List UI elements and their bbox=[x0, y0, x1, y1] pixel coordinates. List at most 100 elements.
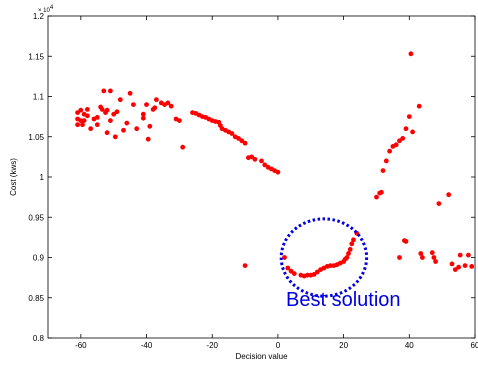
scatter-point bbox=[252, 156, 258, 162]
y-tick-label: 1 bbox=[40, 173, 45, 182]
scatter-point bbox=[165, 100, 171, 106]
scatter-point bbox=[180, 144, 186, 150]
scatter-point bbox=[259, 158, 264, 164]
scatter-point bbox=[416, 103, 422, 109]
scatter-point bbox=[469, 264, 475, 269]
scatter-point bbox=[81, 118, 87, 123]
scatter-point bbox=[431, 255, 437, 260]
scatter-point bbox=[114, 109, 120, 115]
scatter-point bbox=[80, 122, 85, 128]
scatter-point bbox=[466, 252, 471, 258]
scatter-point bbox=[380, 168, 386, 174]
scatter-point bbox=[262, 162, 268, 168]
x-tick-label: -20 bbox=[206, 341, 218, 350]
scatter-point bbox=[242, 263, 248, 268]
scatter-point bbox=[127, 90, 133, 96]
scatter-point bbox=[78, 118, 84, 123]
scatter-point bbox=[75, 122, 80, 128]
best-solution-label: Best solution bbox=[286, 289, 401, 311]
scatter-point bbox=[145, 136, 151, 142]
scatter-point bbox=[131, 102, 136, 107]
scatter-point bbox=[452, 267, 458, 272]
scatter-point bbox=[418, 251, 424, 256]
y-tick-label: 0.85 bbox=[28, 294, 44, 303]
y-tick-label: 0.9 bbox=[33, 254, 45, 263]
scatter-point bbox=[344, 255, 350, 260]
scatter-point bbox=[104, 130, 110, 136]
scatter-point bbox=[346, 251, 351, 256]
y-tick-label: 1.1 bbox=[33, 93, 45, 102]
scatter-point bbox=[314, 269, 320, 275]
y-tick-label: 0.95 bbox=[28, 213, 44, 222]
scatter-point bbox=[383, 158, 389, 164]
scatter-point bbox=[140, 115, 146, 121]
scatter-point bbox=[285, 265, 291, 271]
scatter-point bbox=[85, 113, 90, 119]
y-tick-label: 0.8 bbox=[33, 334, 45, 343]
scatter-point bbox=[351, 237, 356, 243]
scatter-point bbox=[177, 118, 182, 123]
scatter-point bbox=[433, 259, 438, 264]
scatter-point bbox=[436, 201, 442, 207]
scatter-point bbox=[134, 126, 140, 132]
tick-marks bbox=[48, 15, 476, 339]
scatter-point bbox=[410, 129, 415, 135]
scatter-point bbox=[154, 97, 159, 103]
y-tick-label: 1.05 bbox=[28, 133, 44, 142]
y-multiplier-label: × 104 bbox=[38, 5, 54, 14]
scatter-point bbox=[282, 255, 287, 260]
scatter-point bbox=[446, 192, 452, 198]
scatter-point bbox=[397, 255, 402, 260]
scatter-point bbox=[124, 120, 130, 126]
scatter-point bbox=[101, 88, 107, 94]
scatter-point bbox=[403, 126, 409, 132]
scatter-point bbox=[420, 255, 425, 260]
scatter-point bbox=[108, 88, 113, 94]
scatter-point bbox=[117, 97, 123, 103]
scatter-point bbox=[328, 263, 333, 268]
scatter-point bbox=[403, 239, 409, 244]
scatter-point bbox=[78, 107, 84, 113]
scatter-point bbox=[347, 247, 353, 252]
y-axis-label: Cost (kws) bbox=[9, 158, 18, 196]
scatter-point bbox=[152, 105, 158, 111]
scatter-point bbox=[108, 118, 113, 123]
x-tick-label: -40 bbox=[141, 341, 153, 350]
scatter-point bbox=[349, 241, 355, 247]
x-axis-label: Decision value bbox=[235, 352, 288, 361]
plot-area bbox=[47, 15, 476, 339]
scatter-points bbox=[75, 51, 475, 279]
x-tick-label: -60 bbox=[75, 341, 87, 350]
scatter-point bbox=[239, 138, 245, 144]
scatter-point bbox=[429, 250, 435, 256]
y-tick-label: 1.15 bbox=[28, 52, 44, 61]
scatter-point bbox=[400, 136, 406, 141]
scatter-point bbox=[147, 123, 153, 129]
x-tick-label: 40 bbox=[405, 341, 414, 350]
scatter-point bbox=[111, 111, 117, 117]
x-tick-labels: -60 -40 -20 0 20 40 60 bbox=[75, 341, 478, 350]
scatter-point bbox=[140, 111, 146, 117]
scatter-point bbox=[387, 148, 392, 154]
scatter-point bbox=[462, 263, 468, 268]
scatter-point bbox=[408, 51, 414, 57]
x-tick-label: 60 bbox=[471, 341, 478, 350]
x-tick-label: 20 bbox=[339, 341, 348, 350]
scatter-point bbox=[168, 103, 174, 109]
best-solution-ellipse bbox=[279, 217, 369, 298]
scatter-point bbox=[291, 271, 297, 276]
scatter-point bbox=[406, 114, 412, 119]
scatter-point bbox=[94, 122, 100, 128]
scatter-point bbox=[393, 142, 399, 148]
y-tick-labels: 0.8 0.85 0.9 0.95 1 1.05 1.1 1.15 1.2 bbox=[28, 12, 44, 343]
x-tick-label: 0 bbox=[276, 341, 281, 350]
scatter-point bbox=[456, 264, 461, 270]
scatter-point bbox=[121, 127, 126, 133]
scatter-point bbox=[379, 189, 384, 195]
scatter-point bbox=[236, 136, 241, 141]
scatter-point bbox=[94, 115, 100, 120]
scatter-point bbox=[104, 107, 110, 113]
scatter-point bbox=[374, 194, 379, 200]
scatter-point bbox=[112, 134, 118, 140]
